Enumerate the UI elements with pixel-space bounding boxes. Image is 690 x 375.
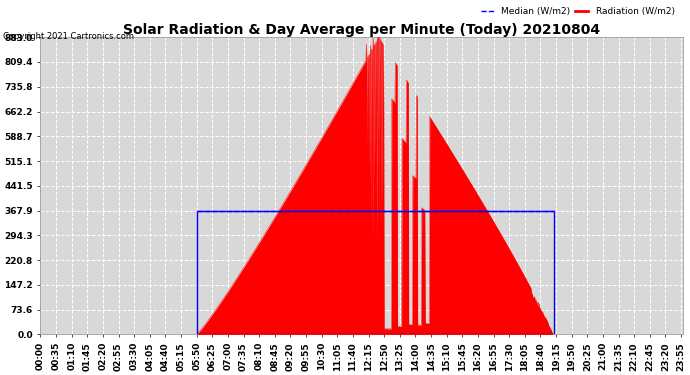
Bar [197, 211, 554, 334]
Legend: Median (W/m2), Radiation (W/m2): Median (W/m2), Radiation (W/m2) [477, 3, 678, 19]
Title: Solar Radiation & Day Average per Minute (Today) 20210804: Solar Radiation & Day Average per Minute… [123, 23, 600, 37]
Text: Copyright 2021 Cartronics.com: Copyright 2021 Cartronics.com [3, 32, 135, 41]
